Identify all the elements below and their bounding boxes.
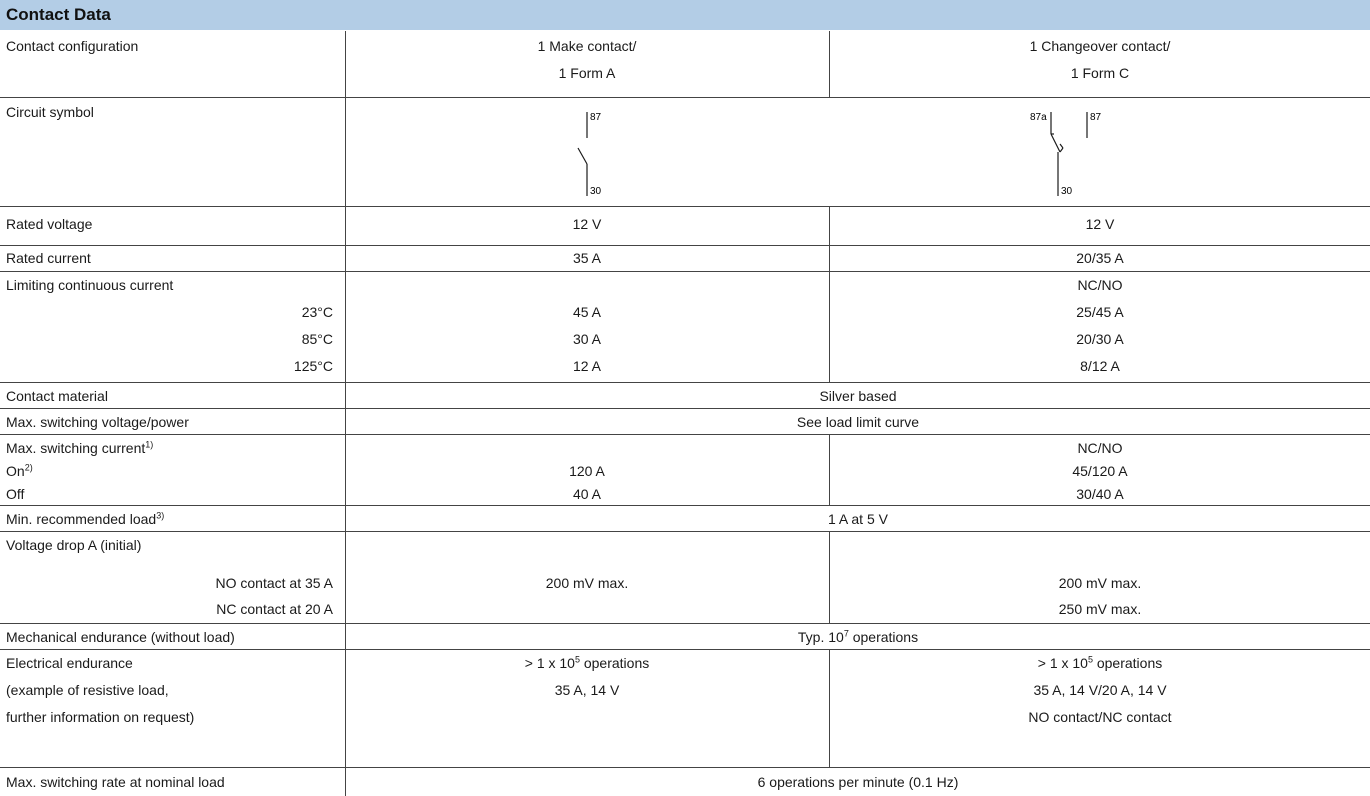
table-header: Contact Data [0,0,1370,30]
sub-label-no-contact: NO contact at 35 A [215,575,333,591]
row-label-max-switching-voltage: Max. switching voltage/power [6,414,189,430]
changeover-terminal-87: 87 [1090,112,1102,123]
column-divider [829,434,830,506]
cell-changeover-config-line2: 1 Form C [1070,65,1130,81]
row-label-contact-material: Contact material [6,388,108,404]
cell-changeover-nc-no-head: NC/NO [1077,277,1123,293]
cell-changeover-rated-current: 20/35 A [1076,250,1124,266]
row-label-rated-voltage: Rated voltage [6,216,93,232]
row-divider [0,271,1370,272]
cell-make-limiting: 30 A [572,331,602,347]
sub-label-temp: 23°C [301,304,333,320]
cell-changeover-on: 45/120 A [1072,463,1128,479]
row-divider [0,245,1370,246]
column-divider [829,649,830,768]
cell-changeover-limiting: 20/30 A [1076,331,1124,347]
cell-make-limiting: 45 A [572,304,602,320]
cell-changeover-electrical-endurance: > 1 x 105 operations [1037,654,1163,671]
row-label-mechanical-endurance: Mechanical endurance (without load) [6,629,235,645]
cell-changeover-voltage-drop-no: 200 mV max. [1058,575,1142,591]
cell-max-switching-rate: 6 operations per minute (0.1 Hz) [757,774,959,790]
row-label-rated-current: Rated current [6,250,91,266]
cell-mechanical-endurance: Typ. 107 operations [797,628,919,645]
changeover-terminal-30: 30 [1061,186,1073,197]
row-divider [0,408,1370,409]
row-divider [0,531,1370,532]
sub-label-temp: 125°C [293,358,333,374]
cell-make-rated-voltage: 12 V [572,216,602,232]
cell-contact-material: Silver based [819,388,897,404]
cell-make-rated-current: 35 A [572,250,602,266]
sub-label-nc-contact: NC contact at 20 A [216,601,333,617]
footnote-ref: 2) [24,462,33,473]
cell-make-limiting: 12 A [572,358,602,374]
cell-changeover-electrical-load: 35 A, 14 V/20 A, 14 V [1033,682,1167,698]
row-label-max-switching-rate: Max. switching rate at nominal load [6,774,225,790]
row-divider [0,505,1370,506]
sub-label-temp: 85°C [301,331,333,347]
column-divider [345,31,346,796]
row-label-circuit-symbol: Circuit symbol [6,104,94,120]
cell-make-config-line2: 1 Form A [558,65,616,81]
row-divider [0,434,1370,435]
row-label-electrical-endurance: Electrical endurance [6,655,133,671]
cell-changeover-nc-no-head: NC/NO [1077,440,1123,456]
cell-max-switching-voltage: See load limit curve [796,414,920,430]
make-terminal-87: 87 [590,112,602,123]
cell-changeover-rated-voltage: 12 V [1085,216,1115,232]
cell-changeover-voltage-drop-nc: 250 mV max. [1058,601,1142,617]
row-label-contact-configuration: Contact configuration [6,38,139,54]
cell-changeover-limiting: 8/12 A [1080,358,1120,374]
cell-make-electrical-load: 35 A, 14 V [554,682,620,698]
cell-min-load: 1 A at 5 V [828,511,888,527]
table-title: Contact Data [6,5,111,24]
row-label-limiting-current: Limiting continuous current [6,277,174,293]
changeover-terminal-87a: 87a [1030,112,1047,123]
footnote-ref: 1) [145,439,154,450]
make-contact-symbol: 87 30 [577,112,602,197]
cell-changeover-config-line1: 1 Changeover contact/ [1029,38,1171,54]
row-label-electrical-endurance-note: (example of resistive load, [6,682,169,698]
footnote-ref: 3) [156,510,165,521]
make-terminal-30: 30 [590,186,602,197]
row-label-electrical-endurance-note: further information on request) [6,709,195,725]
cell-make-config-line1: 1 Make contact/ [537,38,637,54]
cell-make-electrical-endurance: > 1 x 105 operations [524,654,650,671]
row-label-min-load: Min. recommended load3) [6,510,165,527]
row-divider [0,97,1370,98]
row-divider [0,649,1370,650]
row-divider [0,623,1370,624]
sub-label-off: Off [6,486,25,502]
cell-changeover-off: 30/40 A [1076,486,1124,502]
column-divider [829,31,830,98]
row-divider [0,767,1370,768]
changeover-contact-symbol: 87a 87 30 [1030,112,1102,197]
column-divider [829,531,830,624]
cell-make-on: 120 A [569,463,605,479]
row-label-voltage-drop: Voltage drop A (initial) [6,537,142,553]
row-label-max-switching-current: Max. switching current1) [6,439,154,456]
cell-make-off: 40 A [572,486,602,502]
row-divider [0,206,1370,207]
row-divider [0,382,1370,383]
sub-label-on: On2) [6,462,33,479]
column-divider [829,206,830,383]
cell-make-voltage-drop: 200 mV max. [545,575,629,591]
cell-changeover-electrical-contacts: NO contact/NC contact [1028,709,1172,725]
cell-changeover-limiting: 25/45 A [1076,304,1124,320]
